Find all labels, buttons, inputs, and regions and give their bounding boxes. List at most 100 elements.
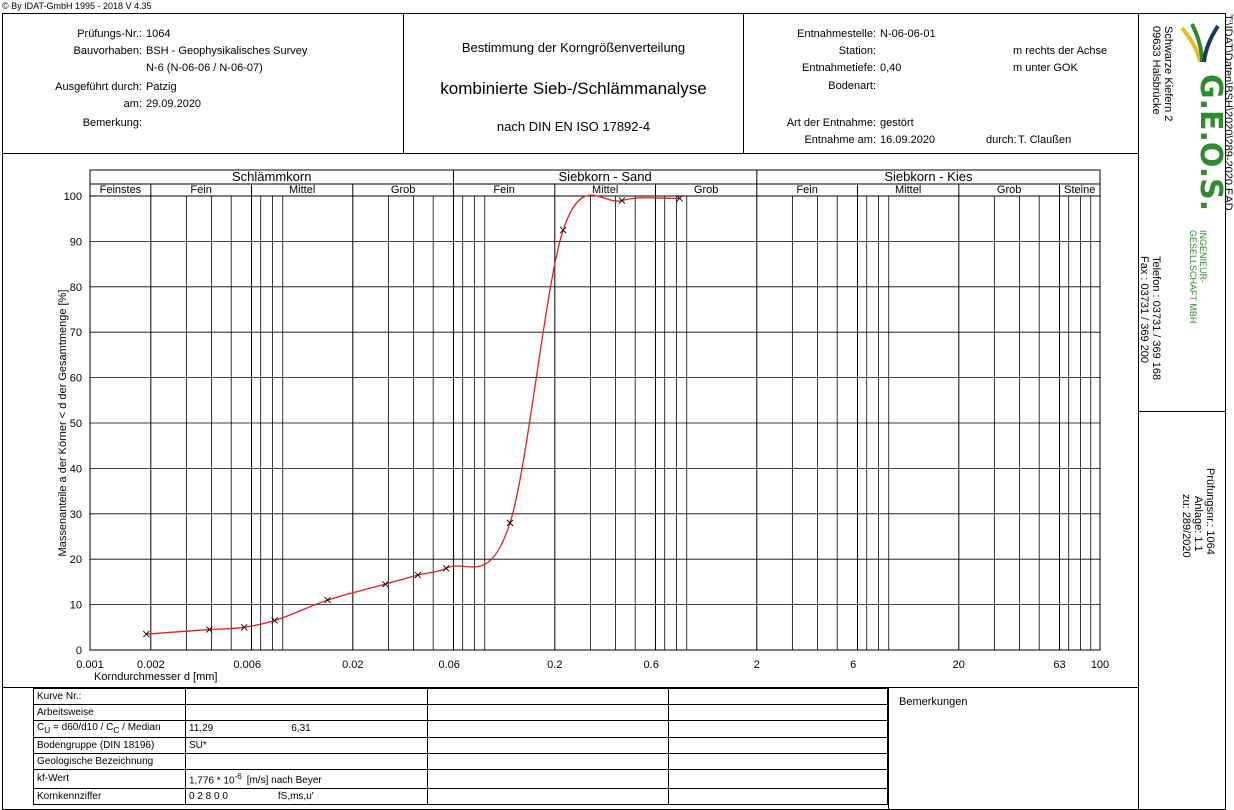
- empty-cell: [668, 768, 888, 790]
- bemerkungen-box: Bemerkungen: [888, 688, 1138, 810]
- ausgefuehrt-value: Patzig: [146, 81, 177, 93]
- subgroup-label: Mittel: [895, 184, 921, 196]
- empty-cell: [668, 753, 888, 770]
- table-row: Kornkennziffer 0 2 8 0 0 fS,ms,u': [33, 788, 888, 806]
- row-value: [184, 688, 428, 705]
- x-tick-label: 0.006: [233, 659, 261, 671]
- results-table: Kurve Nr.: Arbeitsweise CU = d60/d10 / CC …: [33, 688, 888, 806]
- y-tick-label: 30: [70, 509, 82, 521]
- bauvorhaben-value-1: BSH - Geophysikalisches Survey: [146, 45, 308, 57]
- empty-cell: [668, 688, 888, 705]
- data-point-marker: [676, 194, 683, 202]
- row-value: 11,29 6,31: [184, 720, 428, 738]
- x-tick-label: 0.2: [547, 659, 562, 671]
- subgroup-label: Grob: [391, 184, 415, 196]
- group-label: Schlämmkorn: [232, 169, 311, 184]
- data-point-marker: [142, 630, 150, 638]
- x-tick-label: 100: [1091, 659, 1109, 671]
- table-row: Bodengruppe (DIN 18196) SU*: [33, 737, 888, 754]
- x-tick-label: 2: [754, 659, 760, 671]
- row-label: Arbeitsweise: [33, 704, 186, 721]
- x-tick-label: 0.002: [137, 659, 165, 671]
- row-value: SU*: [184, 737, 428, 754]
- subgroup-label: Grob: [997, 184, 1021, 196]
- y-tick-label: 90: [70, 236, 82, 248]
- table-row: Arbeitsweise: [33, 704, 888, 721]
- sidebar-zu: zu: 289/2020: [1180, 494, 1192, 558]
- y-tick-label: 80: [70, 282, 82, 294]
- subgroup-label: Steine: [1064, 184, 1095, 196]
- group-label: Siebkorn - Kies: [884, 169, 973, 184]
- fax-text: Fax : 03731 / 369 200: [1138, 256, 1150, 364]
- entnahmestelle-label: Entnahmestelle:: [797, 28, 876, 40]
- x-tick-label: 0.6: [644, 659, 659, 671]
- telefon-text: Telefon : 03731 / 369 168: [1150, 256, 1162, 381]
- empty-cell: [426, 753, 670, 770]
- row-label: kf-Wert: [33, 768, 186, 790]
- x-tick-label: 0.02: [342, 659, 363, 671]
- entnahmetiefe-label: Entnahmetiefe:: [802, 62, 876, 74]
- table-row: kf-Wert 1,776 * 10-6 [m/s] nach Beyer: [33, 768, 888, 790]
- ausgefuehrt-label: Ausgeführt durch:: [55, 81, 142, 93]
- data-point-marker: [618, 197, 626, 204]
- title-line-2: kombinierte Sieb-/Schlämmanalyse: [440, 79, 707, 98]
- empty-cell: [668, 788, 888, 806]
- data-point-marker: [382, 580, 389, 588]
- y-tick-label: 60: [70, 373, 82, 385]
- x-axis-label: Korndurchmesser d [mm]: [94, 671, 217, 683]
- x-tick-label: 63: [1053, 659, 1065, 671]
- sidebar-anlage: Anlage: 1.1: [1192, 496, 1204, 552]
- x-tick-label: 0.001: [76, 659, 104, 671]
- copyright-text: © By IDAT-GmbH 1995 - 2018 V 4.35: [2, 1, 152, 11]
- bemerkung-label: Bemerkung:: [82, 117, 142, 129]
- title-line-1: Bestimmung der Korngrößenverteilung: [461, 40, 686, 55]
- bodenart-label: Bodenart:: [828, 80, 876, 92]
- subgroup-label: Fein: [796, 184, 817, 196]
- am-label: am:: [123, 98, 142, 110]
- entnahmestelle-value: N-06-06-01: [880, 28, 936, 40]
- data-point-marker: [324, 596, 331, 604]
- group-label: Siebkorn - Sand: [559, 169, 652, 184]
- row-value: [184, 753, 428, 770]
- row-label: Bodengruppe (DIN 18196): [33, 737, 186, 754]
- entnahmetiefe-value: 0,40: [880, 62, 902, 74]
- data-point-marker: [559, 226, 567, 234]
- station-label: Station:: [838, 45, 876, 57]
- empty-cell: [426, 704, 670, 721]
- durch-label: durch:: [986, 134, 1017, 146]
- x-tick-label: 20: [953, 659, 965, 671]
- data-point-marker: [442, 564, 450, 572]
- sidebar-pruefungsnr: Prüfungsnr.: 1064: [1204, 468, 1216, 555]
- empty-cell: [426, 768, 670, 790]
- y-tick-label: 50: [70, 418, 82, 430]
- data-point-marker: [414, 571, 422, 579]
- x-tick-label: 6: [850, 659, 856, 671]
- y-tick-label: 0: [76, 645, 82, 657]
- durch-value: T. Claußen: [1018, 134, 1072, 146]
- y-tick-label: 10: [70, 600, 82, 612]
- y-tick-label: 100: [64, 191, 82, 203]
- am-value: 29.09.2020: [146, 98, 202, 110]
- entnahme-am-value: 16.09.2020: [880, 134, 936, 146]
- title-line-3: nach DIN EN ISO 17892-4: [496, 119, 651, 134]
- header-sep-2: [743, 13, 744, 153]
- row-label: Geologische Bezeichnung: [33, 753, 186, 770]
- data-point-marker: [271, 617, 278, 624]
- data-point-marker: [206, 626, 213, 633]
- y-tick-label: 40: [70, 463, 82, 475]
- header-divider: [2, 153, 1139, 154]
- row-label: Kornkennziffer: [33, 788, 186, 806]
- logo-text: G.E.O.S.: [1193, 74, 1228, 212]
- bauvorhaben-value-2: N-6 (N-06-06 / N-06-07): [146, 62, 263, 74]
- y-tick-label: 20: [70, 554, 82, 566]
- entnahmetiefe-unit: m unter GOK: [1013, 62, 1078, 74]
- row-label: Kurve Nr.:: [33, 688, 186, 705]
- table-row: CU = d60/d10 / CC / Median 11,29 6,31: [33, 720, 888, 738]
- art-value: gestört: [880, 117, 914, 129]
- header-sep-1: [403, 13, 404, 153]
- subgroup-label: Feinstes: [100, 184, 142, 196]
- empty-cell: [668, 704, 888, 721]
- bottom-divider: [2, 687, 1139, 688]
- bauvorhaben-label: Bauvorhaben:: [73, 45, 143, 57]
- logo-sub-2: GESELLSCHAFT MBH: [1188, 230, 1198, 324]
